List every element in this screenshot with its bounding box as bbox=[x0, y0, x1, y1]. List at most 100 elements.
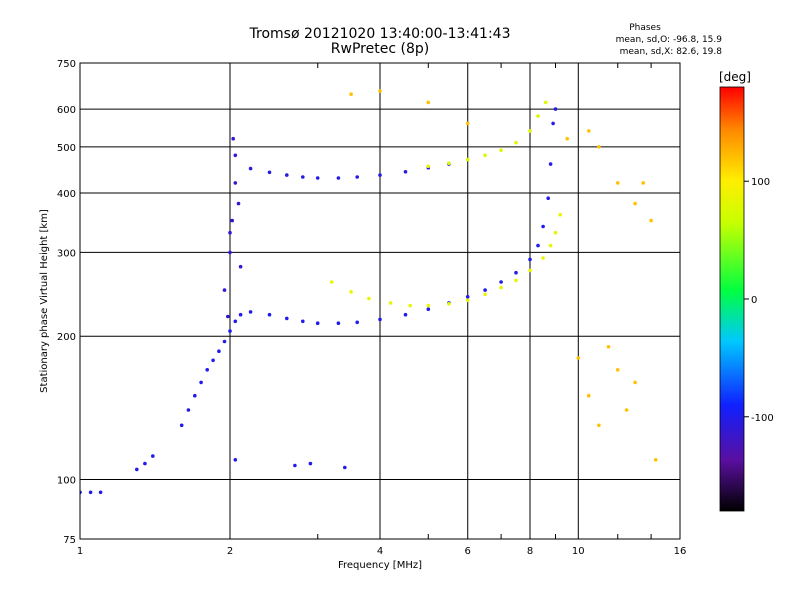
x-tick-label: 4 bbox=[377, 546, 383, 557]
data-point bbox=[349, 92, 353, 96]
x-tick-label: 8 bbox=[527, 546, 533, 557]
data-point bbox=[483, 288, 487, 292]
data-point bbox=[233, 458, 238, 462]
data-point bbox=[199, 380, 203, 385]
data-point bbox=[426, 303, 431, 308]
stats-o-line: mean, sd,O: -96.8, 15.9 bbox=[616, 35, 723, 45]
data-point bbox=[528, 268, 532, 273]
data-point bbox=[236, 201, 241, 206]
data-point bbox=[558, 212, 562, 217]
chart-title: Tromsø 20121020 13:40:00-13:41:43 bbox=[249, 26, 511, 42]
data-point bbox=[248, 166, 253, 171]
data-point bbox=[426, 307, 431, 312]
data-point bbox=[135, 467, 139, 472]
y-tick-label: 300 bbox=[57, 248, 76, 259]
data-point bbox=[211, 358, 215, 363]
data-point bbox=[285, 316, 289, 321]
data-point bbox=[587, 129, 591, 133]
data-point bbox=[465, 157, 470, 162]
colorbar-tick-label: 100 bbox=[751, 177, 770, 188]
data-point bbox=[222, 288, 227, 292]
data-point bbox=[483, 153, 487, 158]
data-point bbox=[231, 136, 235, 141]
data-point bbox=[483, 292, 487, 297]
data-point bbox=[238, 312, 243, 317]
data-point bbox=[98, 490, 103, 495]
colorbar-label: [deg] bbox=[719, 70, 751, 84]
data-point bbox=[597, 423, 601, 428]
data-point bbox=[536, 114, 540, 118]
data-point bbox=[301, 175, 305, 179]
x-tick-label: 6 bbox=[465, 546, 471, 557]
y-axis-label: Stationary phase Virtual Height [km] bbox=[39, 209, 50, 393]
data-point bbox=[633, 380, 637, 385]
data-point bbox=[378, 89, 382, 93]
x-axis-label: Frequency [MHz] bbox=[338, 560, 422, 571]
data-point bbox=[267, 312, 272, 317]
data-point bbox=[367, 296, 371, 301]
data-point bbox=[565, 136, 569, 141]
y-tick-label: 600 bbox=[57, 105, 76, 116]
data-point bbox=[238, 264, 243, 269]
colorbar-tick-label: -100 bbox=[751, 413, 774, 424]
data-point bbox=[548, 243, 553, 248]
plot-frame bbox=[79, 62, 681, 540]
data-point bbox=[315, 321, 320, 326]
data-point bbox=[499, 285, 503, 290]
data-point bbox=[541, 256, 545, 260]
data-point bbox=[499, 148, 503, 152]
data-point bbox=[597, 145, 601, 149]
data-point bbox=[447, 302, 451, 306]
data-point bbox=[553, 230, 558, 235]
data-point bbox=[426, 164, 431, 169]
data-point bbox=[499, 280, 503, 284]
data-point bbox=[355, 320, 360, 325]
grid-lines bbox=[80, 63, 680, 539]
data-point bbox=[233, 319, 238, 324]
data-point bbox=[349, 290, 353, 294]
data-point bbox=[447, 161, 451, 165]
data-point bbox=[228, 250, 232, 255]
data-point bbox=[179, 423, 184, 428]
data-point bbox=[285, 173, 289, 177]
data-point bbox=[329, 280, 334, 284]
y-tick-label: 75 bbox=[63, 535, 76, 546]
y-tick-label: 100 bbox=[57, 476, 76, 487]
colorbar bbox=[719, 86, 745, 512]
y-tick-label: 400 bbox=[57, 189, 76, 200]
data-point bbox=[378, 173, 382, 177]
data-point bbox=[576, 356, 581, 360]
data-point bbox=[426, 100, 431, 105]
data-point bbox=[336, 176, 341, 180]
data-point bbox=[301, 319, 305, 324]
data-point bbox=[615, 368, 620, 372]
data-point bbox=[465, 121, 470, 126]
data-point bbox=[222, 339, 227, 344]
data-point bbox=[514, 140, 518, 145]
data-point bbox=[336, 321, 341, 326]
data-point bbox=[624, 408, 629, 412]
data-point bbox=[641, 181, 645, 185]
data-point bbox=[293, 463, 297, 468]
axis-ticks: 1 2 4 6 8 10 16 75 100 200 300 400 500 600 750 bbox=[57, 59, 686, 557]
data-point bbox=[465, 298, 470, 303]
data-point bbox=[514, 278, 518, 283]
data-point bbox=[233, 153, 238, 158]
data-point bbox=[308, 461, 313, 466]
data-point bbox=[548, 162, 553, 166]
x-tick-label: 10 bbox=[572, 546, 585, 557]
chart-subtitle: RwPretec (8p) bbox=[331, 41, 429, 57]
data-point bbox=[403, 170, 408, 174]
data-point bbox=[388, 301, 393, 305]
data-point bbox=[186, 408, 191, 412]
data-point bbox=[465, 295, 470, 299]
data-point bbox=[403, 312, 408, 317]
data-point bbox=[267, 170, 272, 175]
data-point bbox=[606, 345, 611, 349]
data-points bbox=[80, 89, 658, 495]
data-point bbox=[551, 121, 555, 126]
data-point bbox=[228, 230, 232, 235]
data-point bbox=[587, 393, 591, 398]
data-point bbox=[653, 458, 658, 462]
